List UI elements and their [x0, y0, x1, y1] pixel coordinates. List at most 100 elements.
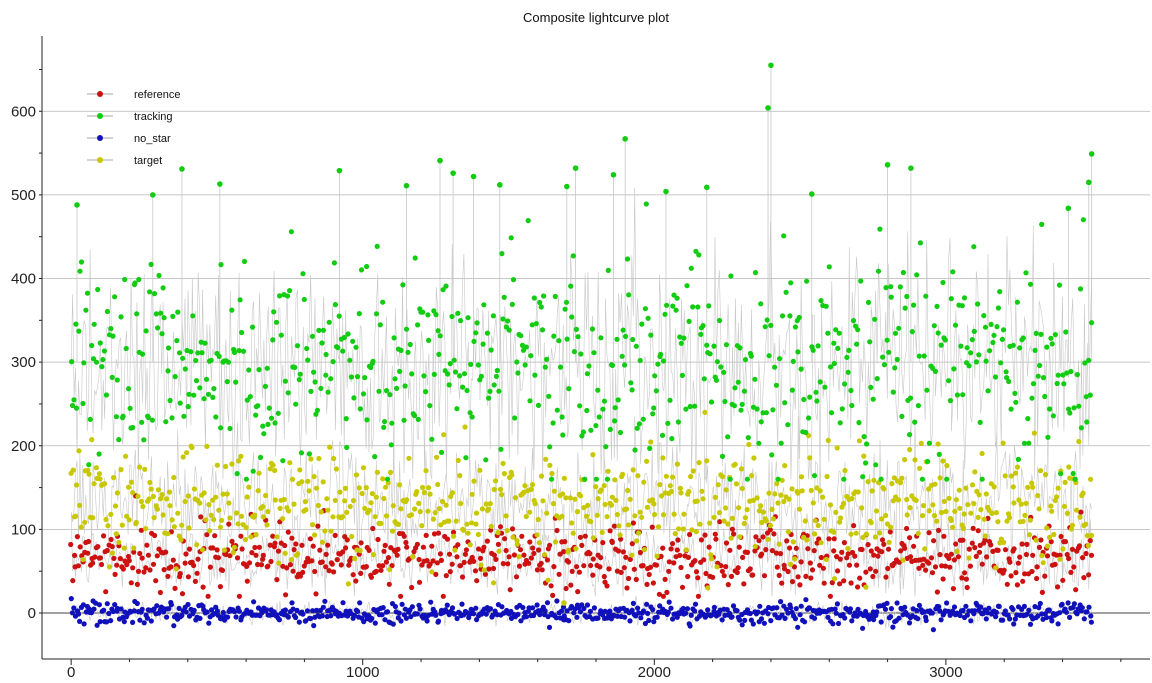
point-no_star [951, 604, 958, 610]
point-reference [191, 562, 197, 569]
notable-point-tracking-16 [403, 182, 410, 189]
point-tracking [177, 400, 183, 406]
point-tracking [569, 314, 575, 320]
point-reference [334, 557, 340, 563]
point-target [133, 519, 139, 525]
point-no_star [319, 613, 325, 619]
point-tracking [431, 371, 437, 377]
point-target [966, 555, 972, 561]
point-target [236, 458, 242, 464]
point-target [96, 471, 102, 477]
point-tracking [584, 371, 591, 377]
point-target [542, 552, 548, 558]
point-tracking [182, 366, 188, 372]
point-target [733, 481, 740, 487]
point-reference [249, 550, 255, 556]
point-reference [607, 528, 613, 534]
point-tracking [420, 309, 426, 315]
point-reference [394, 552, 400, 558]
point-target [291, 501, 297, 507]
point-target [131, 545, 137, 551]
point-tracking [1061, 381, 1067, 387]
point-reference [647, 564, 654, 570]
point-target [890, 498, 897, 504]
point-reference [805, 546, 811, 552]
point-tracking [397, 368, 403, 374]
point-tracking [256, 367, 262, 373]
point-reference [841, 540, 848, 546]
point-target [267, 466, 273, 472]
point-reference [637, 549, 644, 556]
point-target [458, 500, 464, 507]
point-target [423, 468, 429, 474]
point-tracking [76, 328, 82, 334]
point-target [590, 535, 596, 541]
point-tracking [99, 364, 105, 370]
point-no_star [137, 617, 143, 623]
point-tracking [533, 321, 539, 327]
point-reference [419, 562, 425, 568]
point-no_star [361, 619, 367, 625]
point-reference [753, 534, 759, 540]
point-no_star [183, 609, 189, 615]
point-reference [1002, 547, 1009, 553]
point-no_star [1055, 621, 1061, 627]
point-target [865, 479, 871, 485]
point-tracking [271, 309, 277, 315]
point-tracking [415, 416, 421, 422]
point-tracking [443, 283, 449, 289]
point-tracking [454, 406, 460, 412]
point-target [632, 513, 638, 519]
point-reference [315, 523, 321, 529]
point-reference [112, 571, 118, 578]
point-tracking [364, 263, 370, 270]
point-no_star [1081, 616, 1087, 622]
point-reference [988, 542, 994, 548]
point-no_star [650, 607, 656, 613]
point-target [175, 510, 181, 516]
point-reference [579, 542, 585, 549]
point-target [333, 466, 339, 472]
point-reference [198, 514, 204, 520]
point-tracking [557, 364, 564, 370]
point-no_star [638, 615, 644, 621]
notable-point-tracking-5 [884, 161, 891, 168]
point-tracking [484, 330, 490, 336]
point-no_star [168, 602, 174, 608]
point-tracking [763, 410, 770, 416]
point-tracking [628, 380, 634, 386]
point-reference [212, 533, 218, 539]
point-reference [1052, 561, 1058, 568]
point-tracking [490, 313, 496, 319]
point-tracking [240, 348, 247, 354]
point-tracking [695, 304, 701, 310]
point-target [238, 453, 244, 459]
point-target [332, 497, 338, 503]
point-target [390, 503, 396, 509]
point-reference [898, 548, 904, 554]
point-tracking [865, 299, 872, 305]
point-reference [214, 547, 220, 553]
point-target [694, 498, 700, 504]
point-target [752, 543, 758, 550]
point-target [217, 524, 224, 530]
point-reference [767, 527, 773, 533]
point-reference [771, 531, 777, 537]
point-tracking [501, 294, 507, 300]
point-target [136, 464, 143, 470]
point-no_star [444, 602, 450, 608]
point-target [953, 497, 960, 503]
point-target [1055, 485, 1061, 491]
point-no_star [960, 607, 966, 614]
point-tracking [1058, 471, 1064, 477]
point-target [366, 507, 372, 513]
point-no_star [834, 601, 841, 607]
point-target [345, 581, 351, 587]
point-target [197, 500, 203, 506]
point-target [457, 473, 463, 479]
point-tracking [935, 330, 941, 336]
point-no_star [308, 615, 314, 622]
point-reference [940, 576, 946, 582]
point-tracking [354, 374, 361, 380]
point-target [1031, 430, 1037, 436]
